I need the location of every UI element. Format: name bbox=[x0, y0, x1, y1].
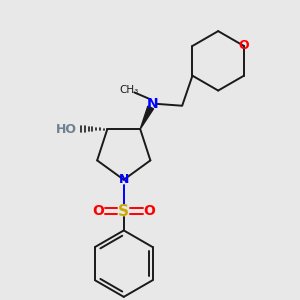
Text: N: N bbox=[118, 173, 129, 186]
Text: O: O bbox=[238, 40, 249, 52]
Text: O: O bbox=[143, 204, 155, 218]
Text: S: S bbox=[118, 204, 129, 219]
Text: N: N bbox=[147, 97, 158, 111]
Polygon shape bbox=[140, 106, 154, 129]
Text: CH₃: CH₃ bbox=[119, 85, 139, 95]
Text: HO: HO bbox=[56, 123, 77, 136]
Text: O: O bbox=[93, 204, 104, 218]
